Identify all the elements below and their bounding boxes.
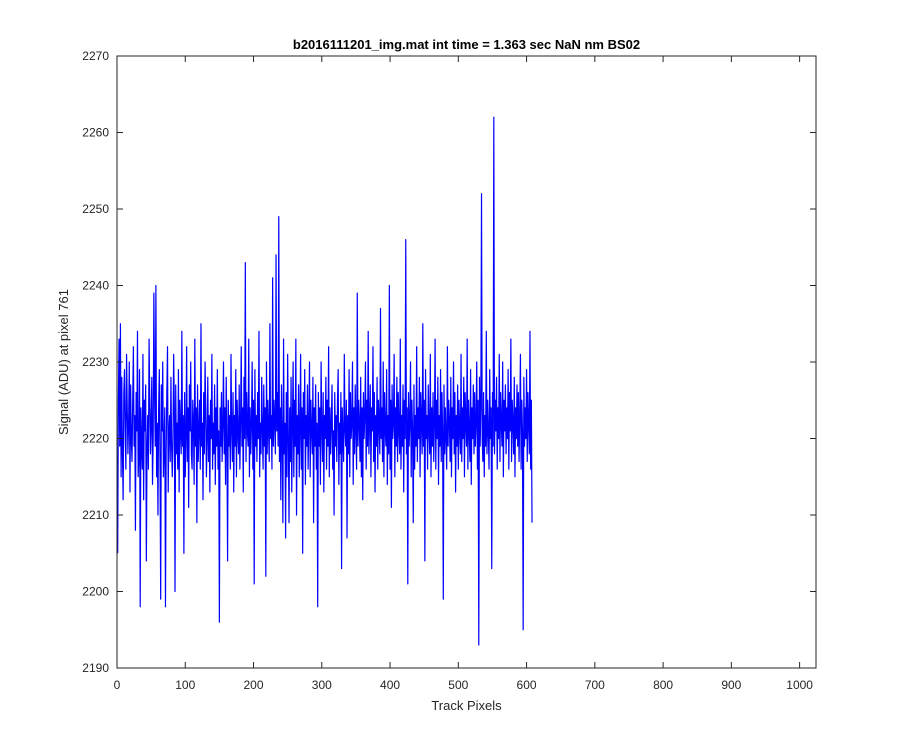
x-tick-label: 400 xyxy=(380,678,400,692)
y-tick-label: 2230 xyxy=(82,355,109,369)
x-axis-label: Track Pixels xyxy=(431,698,502,713)
y-tick-label: 2200 xyxy=(82,585,109,599)
x-tick-label: 500 xyxy=(448,678,468,692)
x-tick-label: 200 xyxy=(244,678,264,692)
x-tick-label: 0 xyxy=(114,678,121,692)
axis-layer: 0 100 200 300 400 500 600 700 800 900 1000 2190 2200… xyxy=(82,49,816,692)
y-tick-label: 2270 xyxy=(82,49,109,63)
x-tick-label: 1000 xyxy=(786,678,813,692)
y-tick-label: 2260 xyxy=(82,126,109,140)
y-tick-label: 2250 xyxy=(82,202,109,216)
x-tick-label: 600 xyxy=(517,678,537,692)
data-layer xyxy=(117,116,533,646)
series-line xyxy=(117,116,533,646)
x-tick-label: 300 xyxy=(312,678,332,692)
y-axis-label: Signal (ADU) at pixel 761 xyxy=(56,289,71,435)
y-tick-label: 2220 xyxy=(82,432,109,446)
y-tick-label: 2190 xyxy=(82,661,109,675)
y-tick-label: 2210 xyxy=(82,508,109,522)
x-tick-label: 800 xyxy=(653,678,673,692)
x-tick-label: 900 xyxy=(721,678,741,692)
x-tick-label: 100 xyxy=(175,678,195,692)
x-tick-label: 700 xyxy=(585,678,605,692)
y-tick-label: 2240 xyxy=(82,279,109,293)
chart-title: b2016111201_img.mat int time = 1.363 sec… xyxy=(293,37,640,52)
